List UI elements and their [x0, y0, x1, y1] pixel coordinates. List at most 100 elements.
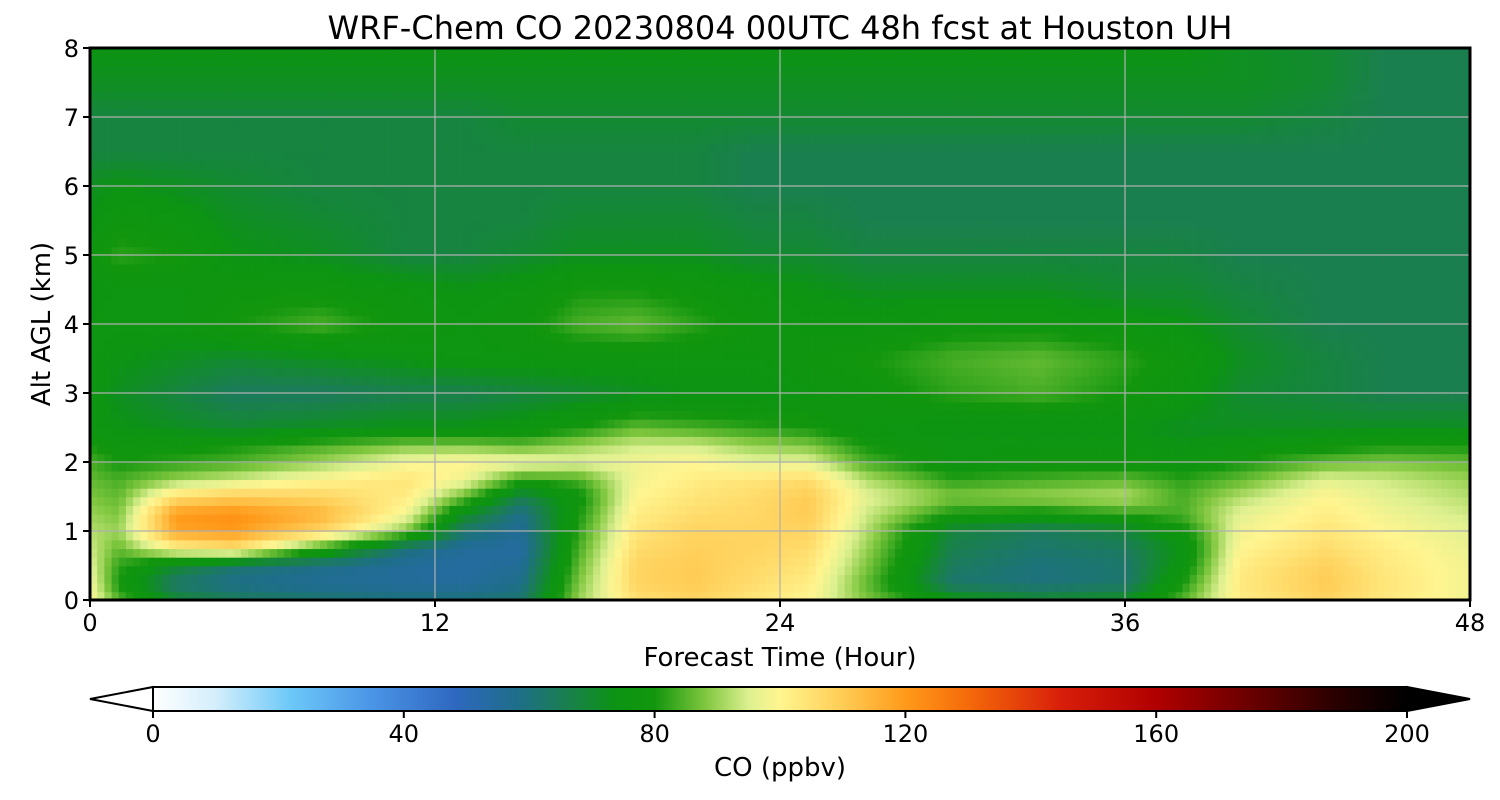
heatmap-cell [629, 410, 638, 420]
heatmap-cell [550, 522, 558, 532]
heatmap-cell [1383, 410, 1392, 420]
heatmap-cell [959, 539, 968, 550]
heatmap-cell [938, 531, 947, 541]
heatmap-cell [499, 401, 508, 412]
heatmap-cell [104, 505, 113, 515]
heatmap-cell [1096, 436, 1105, 446]
heatmap-cell [413, 548, 422, 558]
heatmap-cell [930, 574, 939, 584]
heatmap-cell [1081, 479, 1090, 489]
heatmap-cell [118, 496, 127, 506]
heatmap-cell [104, 487, 113, 498]
heatmap-cell [657, 410, 666, 420]
heatmap-cell [837, 462, 846, 472]
heatmap-cell [736, 444, 745, 455]
heatmap-cell [866, 479, 875, 489]
heatmap-cell [758, 384, 767, 394]
heatmap-cell [1053, 453, 1062, 463]
heatmap-cell [758, 565, 767, 575]
heatmap-cell [1398, 418, 1407, 429]
heatmap-cell [205, 574, 213, 584]
heatmap-cell [614, 505, 623, 515]
heatmap-cell [902, 436, 911, 446]
heatmap-cell [485, 487, 494, 498]
heatmap-cell [1060, 513, 1069, 524]
heatmap-cell [758, 531, 767, 541]
heatmap-cell [355, 505, 364, 515]
heatmap-cell [1103, 479, 1112, 489]
heatmap-cell [657, 479, 666, 489]
heatmap-cell [161, 496, 170, 506]
heatmap-cell [140, 401, 149, 412]
heatmap-cell [1132, 582, 1141, 593]
heatmap-cell [1010, 427, 1018, 437]
heatmap-cell [1038, 513, 1047, 524]
heatmap-cell [140, 418, 149, 429]
heatmap-cell [118, 427, 127, 437]
heatmap-cell [1376, 496, 1385, 506]
heatmap-cell [341, 436, 350, 446]
heatmap-cell [1089, 513, 1098, 524]
heatmap-cell [506, 487, 515, 498]
heatmap-cell [1168, 487, 1177, 498]
heatmap-cell [851, 410, 860, 420]
heatmap-cell [1275, 444, 1284, 455]
heatmap-cell [744, 582, 753, 593]
heatmap-cell [161, 539, 170, 550]
heatmap-cell [808, 487, 817, 498]
heatmap-cell [190, 487, 199, 498]
heatmap-cell [830, 565, 839, 575]
heatmap-cell [1240, 393, 1248, 403]
heatmap-cell [1045, 522, 1054, 532]
heatmap-cell [873, 410, 882, 420]
heatmap-cell [478, 479, 487, 489]
heatmap-cell [535, 539, 544, 550]
heatmap-cell [1283, 375, 1292, 386]
heatmap-cell [1455, 574, 1464, 584]
heatmap-cell [1326, 436, 1335, 446]
heatmap-cell [1426, 427, 1435, 437]
heatmap-cell [212, 462, 221, 472]
heatmap-cell [758, 453, 767, 463]
heatmap-cell [1240, 436, 1248, 446]
heatmap-cell [291, 444, 300, 455]
heatmap-cell [722, 436, 731, 446]
heatmap-cell [1196, 531, 1205, 541]
heatmap-cell [959, 444, 968, 455]
heatmap-cell [1319, 444, 1328, 455]
heatmap-cell [621, 565, 630, 575]
heatmap-cell [312, 436, 321, 446]
heatmap-cell [1053, 582, 1062, 593]
heatmap-cell [593, 513, 602, 524]
heatmap-cell [830, 410, 839, 420]
heatmap-cell [873, 453, 882, 463]
heatmap-cell [851, 479, 860, 489]
heatmap-cell [974, 496, 983, 506]
heatmap-cell [327, 436, 336, 446]
heatmap-cell [506, 505, 515, 515]
heatmap-cell [614, 539, 623, 550]
heatmap-cell [643, 462, 652, 472]
heatmap-cell [1146, 582, 1155, 593]
heatmap-cell [744, 496, 753, 506]
heatmap-cell [665, 505, 673, 515]
heatmap-cell [125, 418, 134, 429]
heatmap-cell [528, 574, 537, 584]
heatmap-cell [1268, 436, 1277, 446]
heatmap-cell [1462, 375, 1470, 386]
heatmap-cell [1333, 444, 1342, 455]
heatmap-cell [1060, 436, 1069, 446]
heatmap-cell [391, 427, 400, 437]
heatmap-cell [1060, 487, 1069, 498]
heatmap-cell [355, 539, 364, 550]
heatmap-cell [1146, 591, 1155, 600]
heatmap-cell [470, 384, 479, 394]
heatmap-cell [995, 582, 1004, 593]
heatmap-cell [205, 487, 213, 498]
heatmap-cell [1340, 401, 1349, 412]
heatmap-cell [1175, 591, 1184, 600]
heatmap-cell [1232, 470, 1241, 481]
heatmap-cell [212, 556, 221, 567]
heatmap-cell [1117, 462, 1126, 472]
heatmap-cell [1369, 375, 1378, 386]
